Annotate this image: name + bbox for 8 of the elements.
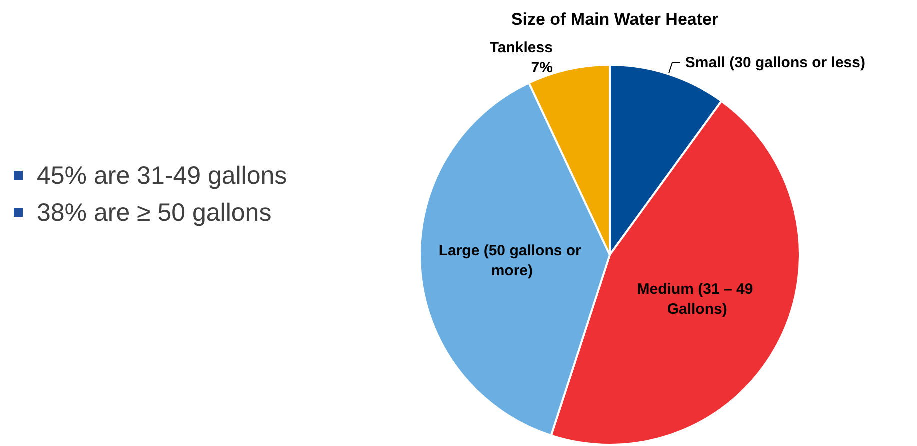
slice-label: Large (50 gallons or more) bbox=[438, 242, 586, 280]
text: 45% are 31-49 gallons bbox=[37, 162, 288, 190]
chart-title: Size of Main Water Heater bbox=[511, 10, 719, 29]
text: 38% are ≥ 50 gallons bbox=[37, 199, 272, 227]
slice-label: Medium (31 – 49 Gallons) bbox=[637, 280, 758, 318]
data-label: 7% bbox=[531, 59, 553, 76]
slice-label: Small (30 gallons or less) bbox=[685, 54, 866, 72]
slice-label: Tankless bbox=[490, 39, 553, 56]
